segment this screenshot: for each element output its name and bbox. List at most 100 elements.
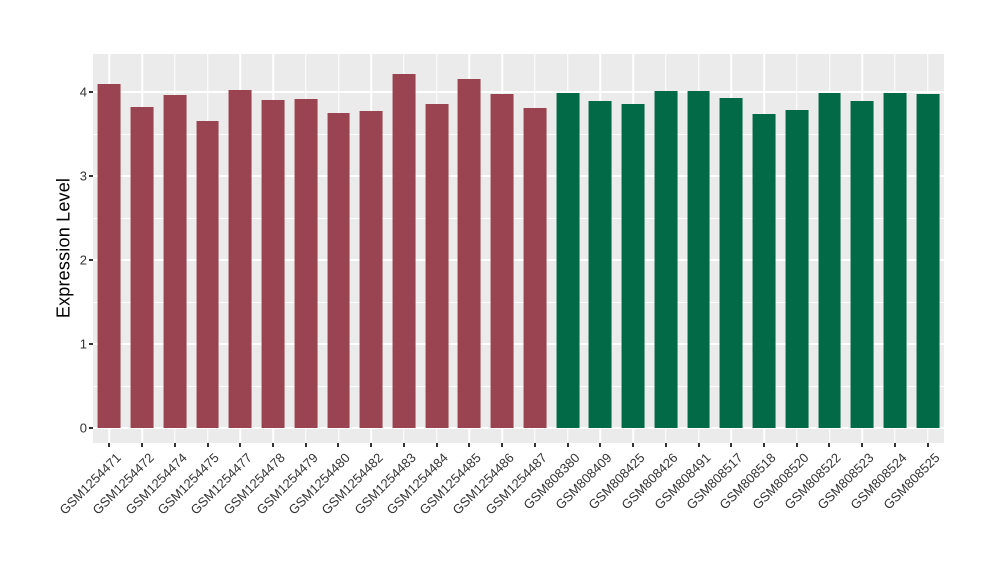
y-tick-label: 3 xyxy=(79,168,87,184)
bar-GSM1254472 xyxy=(130,107,154,428)
y-tick-mark xyxy=(89,427,93,429)
x-tick-mark xyxy=(664,443,667,447)
bar-slot xyxy=(388,54,421,443)
major-gridline xyxy=(93,427,944,429)
y-axis-title: Expression Level xyxy=(53,177,74,319)
x-tick-mark xyxy=(861,443,864,447)
bar-GSM808380 xyxy=(556,92,580,428)
x-tick-mark xyxy=(926,443,929,447)
x-tick-mark xyxy=(173,443,176,447)
bar-slot xyxy=(551,54,584,443)
bar-GSM1254479 xyxy=(294,98,318,428)
x-tick-mark xyxy=(337,443,340,447)
y-tick-mark xyxy=(89,91,93,93)
bar-slot xyxy=(191,54,224,443)
x-tick-mark xyxy=(402,443,405,447)
bar-slot xyxy=(846,54,879,443)
y-tick-label: 1 xyxy=(79,336,87,352)
bar-GSM808409 xyxy=(588,101,612,428)
bar-slot xyxy=(93,54,126,443)
bar-GSM808525 xyxy=(916,93,940,428)
bar-slot xyxy=(748,54,781,443)
y-tick-label: 4 xyxy=(79,84,87,100)
x-tick-mark xyxy=(828,443,831,447)
x-tick-mark xyxy=(893,443,896,447)
bar-slot xyxy=(224,54,257,443)
bar-GSM1254475 xyxy=(196,121,220,428)
bar-slot xyxy=(879,54,912,443)
x-tick-mark xyxy=(141,443,144,447)
bar-GSM808517 xyxy=(719,97,743,428)
x-tick-mark xyxy=(566,443,569,447)
bar-GSM808522 xyxy=(818,92,841,428)
y-tick-label: 0 xyxy=(79,420,87,436)
bar-GSM1254474 xyxy=(163,95,187,428)
bar-slot xyxy=(649,54,682,443)
minor-gridline xyxy=(93,217,944,219)
bar-GSM1254482 xyxy=(359,111,383,428)
bar-slot xyxy=(158,54,191,443)
y-tick-mark xyxy=(89,343,93,345)
major-gridline xyxy=(93,343,944,345)
bar-GSM808426 xyxy=(654,91,678,428)
bar-slot xyxy=(780,54,813,443)
minor-gridline xyxy=(93,133,944,135)
bar-slot xyxy=(486,54,519,443)
bar-GSM1254484 xyxy=(425,103,449,428)
bar-slot xyxy=(813,54,846,443)
bar-GSM808518 xyxy=(752,113,776,428)
bar-GSM1254486 xyxy=(490,93,514,428)
plot-panel xyxy=(93,54,944,443)
minor-gridline xyxy=(93,301,944,303)
bar-GSM808491 xyxy=(687,91,711,428)
y-tick-mark xyxy=(89,259,93,261)
x-tick-mark xyxy=(468,443,471,447)
major-gridline xyxy=(93,91,944,93)
x-tick-mark xyxy=(272,443,275,447)
major-gridline xyxy=(93,175,944,177)
bar-slot xyxy=(355,54,388,443)
x-tick-mark xyxy=(370,443,373,447)
bar-GSM1254485 xyxy=(457,78,481,428)
bar-slot xyxy=(126,54,159,443)
bar-slot xyxy=(715,54,748,443)
x-tick-mark xyxy=(501,443,504,447)
y-tick-label: 2 xyxy=(79,252,87,268)
bar-slots xyxy=(93,54,944,443)
x-tick-mark xyxy=(730,443,733,447)
bar-GSM1254487 xyxy=(523,107,547,428)
major-gridline xyxy=(93,259,944,261)
bar-GSM1254483 xyxy=(392,74,416,428)
x-tick-mark xyxy=(239,443,242,447)
bar-GSM808520 xyxy=(785,109,809,428)
x-tick-mark xyxy=(206,443,209,447)
x-tick-mark xyxy=(762,443,765,447)
bar-slot xyxy=(617,54,650,443)
bar-GSM1254480 xyxy=(327,113,350,428)
bar-GSM808524 xyxy=(883,92,907,428)
bar-slot xyxy=(519,54,552,443)
x-tick-mark xyxy=(108,443,111,447)
bar-GSM1254471 xyxy=(97,84,121,428)
bar-slot xyxy=(322,54,355,443)
x-tick-mark xyxy=(435,443,438,447)
minor-gridline xyxy=(93,385,944,387)
bar-slot xyxy=(257,54,290,443)
bar-slot xyxy=(682,54,715,443)
x-tick-mark xyxy=(632,443,635,447)
x-tick-mark xyxy=(795,443,798,447)
bar-slot xyxy=(584,54,617,443)
bar-slot xyxy=(911,54,944,443)
bar-slot xyxy=(453,54,486,443)
x-tick-mark xyxy=(697,443,700,447)
bar-GSM1254477 xyxy=(228,90,252,428)
x-tick-mark xyxy=(599,443,602,447)
bar-GSM808425 xyxy=(621,103,645,428)
bar-GSM1254478 xyxy=(261,99,285,428)
bar-slot xyxy=(289,54,322,443)
bar-slot xyxy=(420,54,453,443)
x-tick-mark xyxy=(304,443,307,447)
x-tick-mark xyxy=(533,443,536,447)
y-tick-mark xyxy=(89,175,93,177)
